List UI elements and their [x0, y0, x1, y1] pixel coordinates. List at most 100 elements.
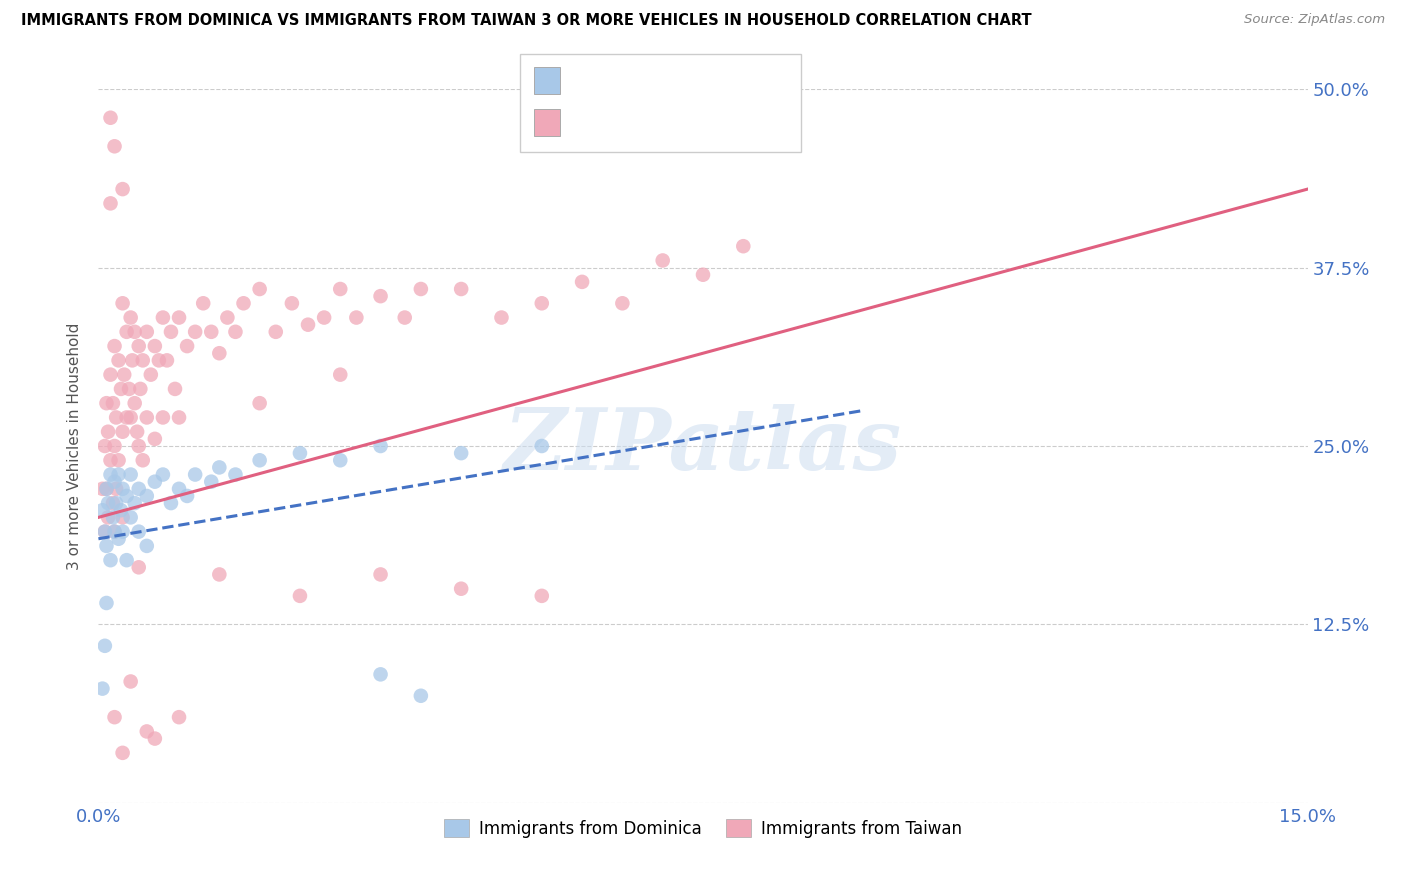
- Point: [120, 510, 142, 524]
- Point: [184, 325, 207, 339]
- Point: [200, 325, 222, 339]
- Point: [184, 467, 207, 482]
- Point: [344, 310, 367, 325]
- Point: [97, 510, 120, 524]
- Point: [94, 439, 117, 453]
- Point: [120, 467, 142, 482]
- Point: [530, 589, 553, 603]
- Point: [143, 339, 166, 353]
- Point: [128, 339, 150, 353]
- Point: [370, 439, 392, 453]
- Point: [143, 432, 166, 446]
- Point: [224, 325, 246, 339]
- Text: 0.183: 0.183: [598, 70, 655, 87]
- Point: [103, 710, 125, 724]
- Point: [167, 410, 190, 425]
- Point: [264, 325, 287, 339]
- Point: [124, 325, 146, 339]
- Point: [105, 410, 128, 425]
- Point: [217, 310, 239, 325]
- Point: [733, 239, 755, 253]
- Point: [450, 282, 472, 296]
- Point: [100, 453, 122, 467]
- Point: [103, 524, 125, 539]
- Point: [100, 111, 122, 125]
- Point: [120, 410, 142, 425]
- Point: [167, 710, 190, 724]
- Point: [128, 524, 150, 539]
- Point: [107, 453, 129, 467]
- Point: [249, 396, 271, 410]
- Legend: Immigrants from Dominica, Immigrants from Taiwan: Immigrants from Dominica, Immigrants fro…: [437, 813, 969, 845]
- Point: [128, 482, 150, 496]
- Point: [249, 453, 271, 467]
- Point: [107, 532, 129, 546]
- Point: [370, 289, 392, 303]
- Point: [152, 467, 174, 482]
- Point: [132, 453, 155, 467]
- Point: [329, 453, 352, 467]
- Point: [394, 310, 416, 325]
- Point: [135, 539, 157, 553]
- Point: [135, 410, 157, 425]
- Point: [132, 353, 155, 368]
- Point: [160, 496, 183, 510]
- Point: [94, 524, 117, 539]
- Point: [450, 582, 472, 596]
- Point: [249, 282, 271, 296]
- Point: [571, 275, 593, 289]
- Point: [100, 368, 122, 382]
- Point: [281, 296, 304, 310]
- Point: [111, 182, 134, 196]
- Text: 45: 45: [682, 70, 707, 87]
- Point: [128, 560, 150, 574]
- Point: [100, 553, 122, 567]
- Point: [97, 496, 120, 510]
- Point: [111, 746, 134, 760]
- Point: [491, 310, 513, 325]
- Text: R =: R =: [567, 113, 606, 131]
- Text: IMMIGRANTS FROM DOMINICA VS IMMIGRANTS FROM TAIWAN 3 OR MORE VEHICLES IN HOUSEHO: IMMIGRANTS FROM DOMINICA VS IMMIGRANTS F…: [21, 13, 1032, 29]
- Point: [110, 382, 132, 396]
- Point: [450, 446, 472, 460]
- Point: [297, 318, 319, 332]
- Point: [530, 439, 553, 453]
- Point: [152, 410, 174, 425]
- Point: [139, 368, 162, 382]
- Point: [115, 325, 138, 339]
- Point: [148, 353, 170, 368]
- Point: [96, 482, 118, 496]
- Point: [115, 489, 138, 503]
- Point: [208, 460, 231, 475]
- Point: [167, 482, 190, 496]
- Point: [120, 674, 142, 689]
- Point: [121, 353, 143, 368]
- Point: [152, 310, 174, 325]
- Point: [409, 282, 432, 296]
- Point: [111, 510, 134, 524]
- Point: [530, 296, 553, 310]
- Point: [111, 524, 134, 539]
- Text: R =: R =: [567, 70, 606, 87]
- Point: [370, 567, 392, 582]
- Point: [94, 524, 117, 539]
- Text: 94: 94: [682, 113, 707, 131]
- Point: [176, 339, 198, 353]
- Y-axis label: 3 or more Vehicles in Household: 3 or more Vehicles in Household: [67, 322, 83, 570]
- Point: [103, 524, 125, 539]
- Point: [96, 539, 118, 553]
- Point: [163, 382, 186, 396]
- Point: [107, 467, 129, 482]
- Point: [115, 553, 138, 567]
- Point: [118, 382, 141, 396]
- Point: [107, 353, 129, 368]
- Point: [160, 325, 183, 339]
- Point: [288, 589, 311, 603]
- Point: [100, 196, 122, 211]
- Point: [127, 425, 149, 439]
- Point: [193, 296, 215, 310]
- Text: 0.457: 0.457: [598, 113, 654, 131]
- Point: [612, 296, 634, 310]
- Point: [105, 496, 128, 510]
- Point: [103, 475, 125, 489]
